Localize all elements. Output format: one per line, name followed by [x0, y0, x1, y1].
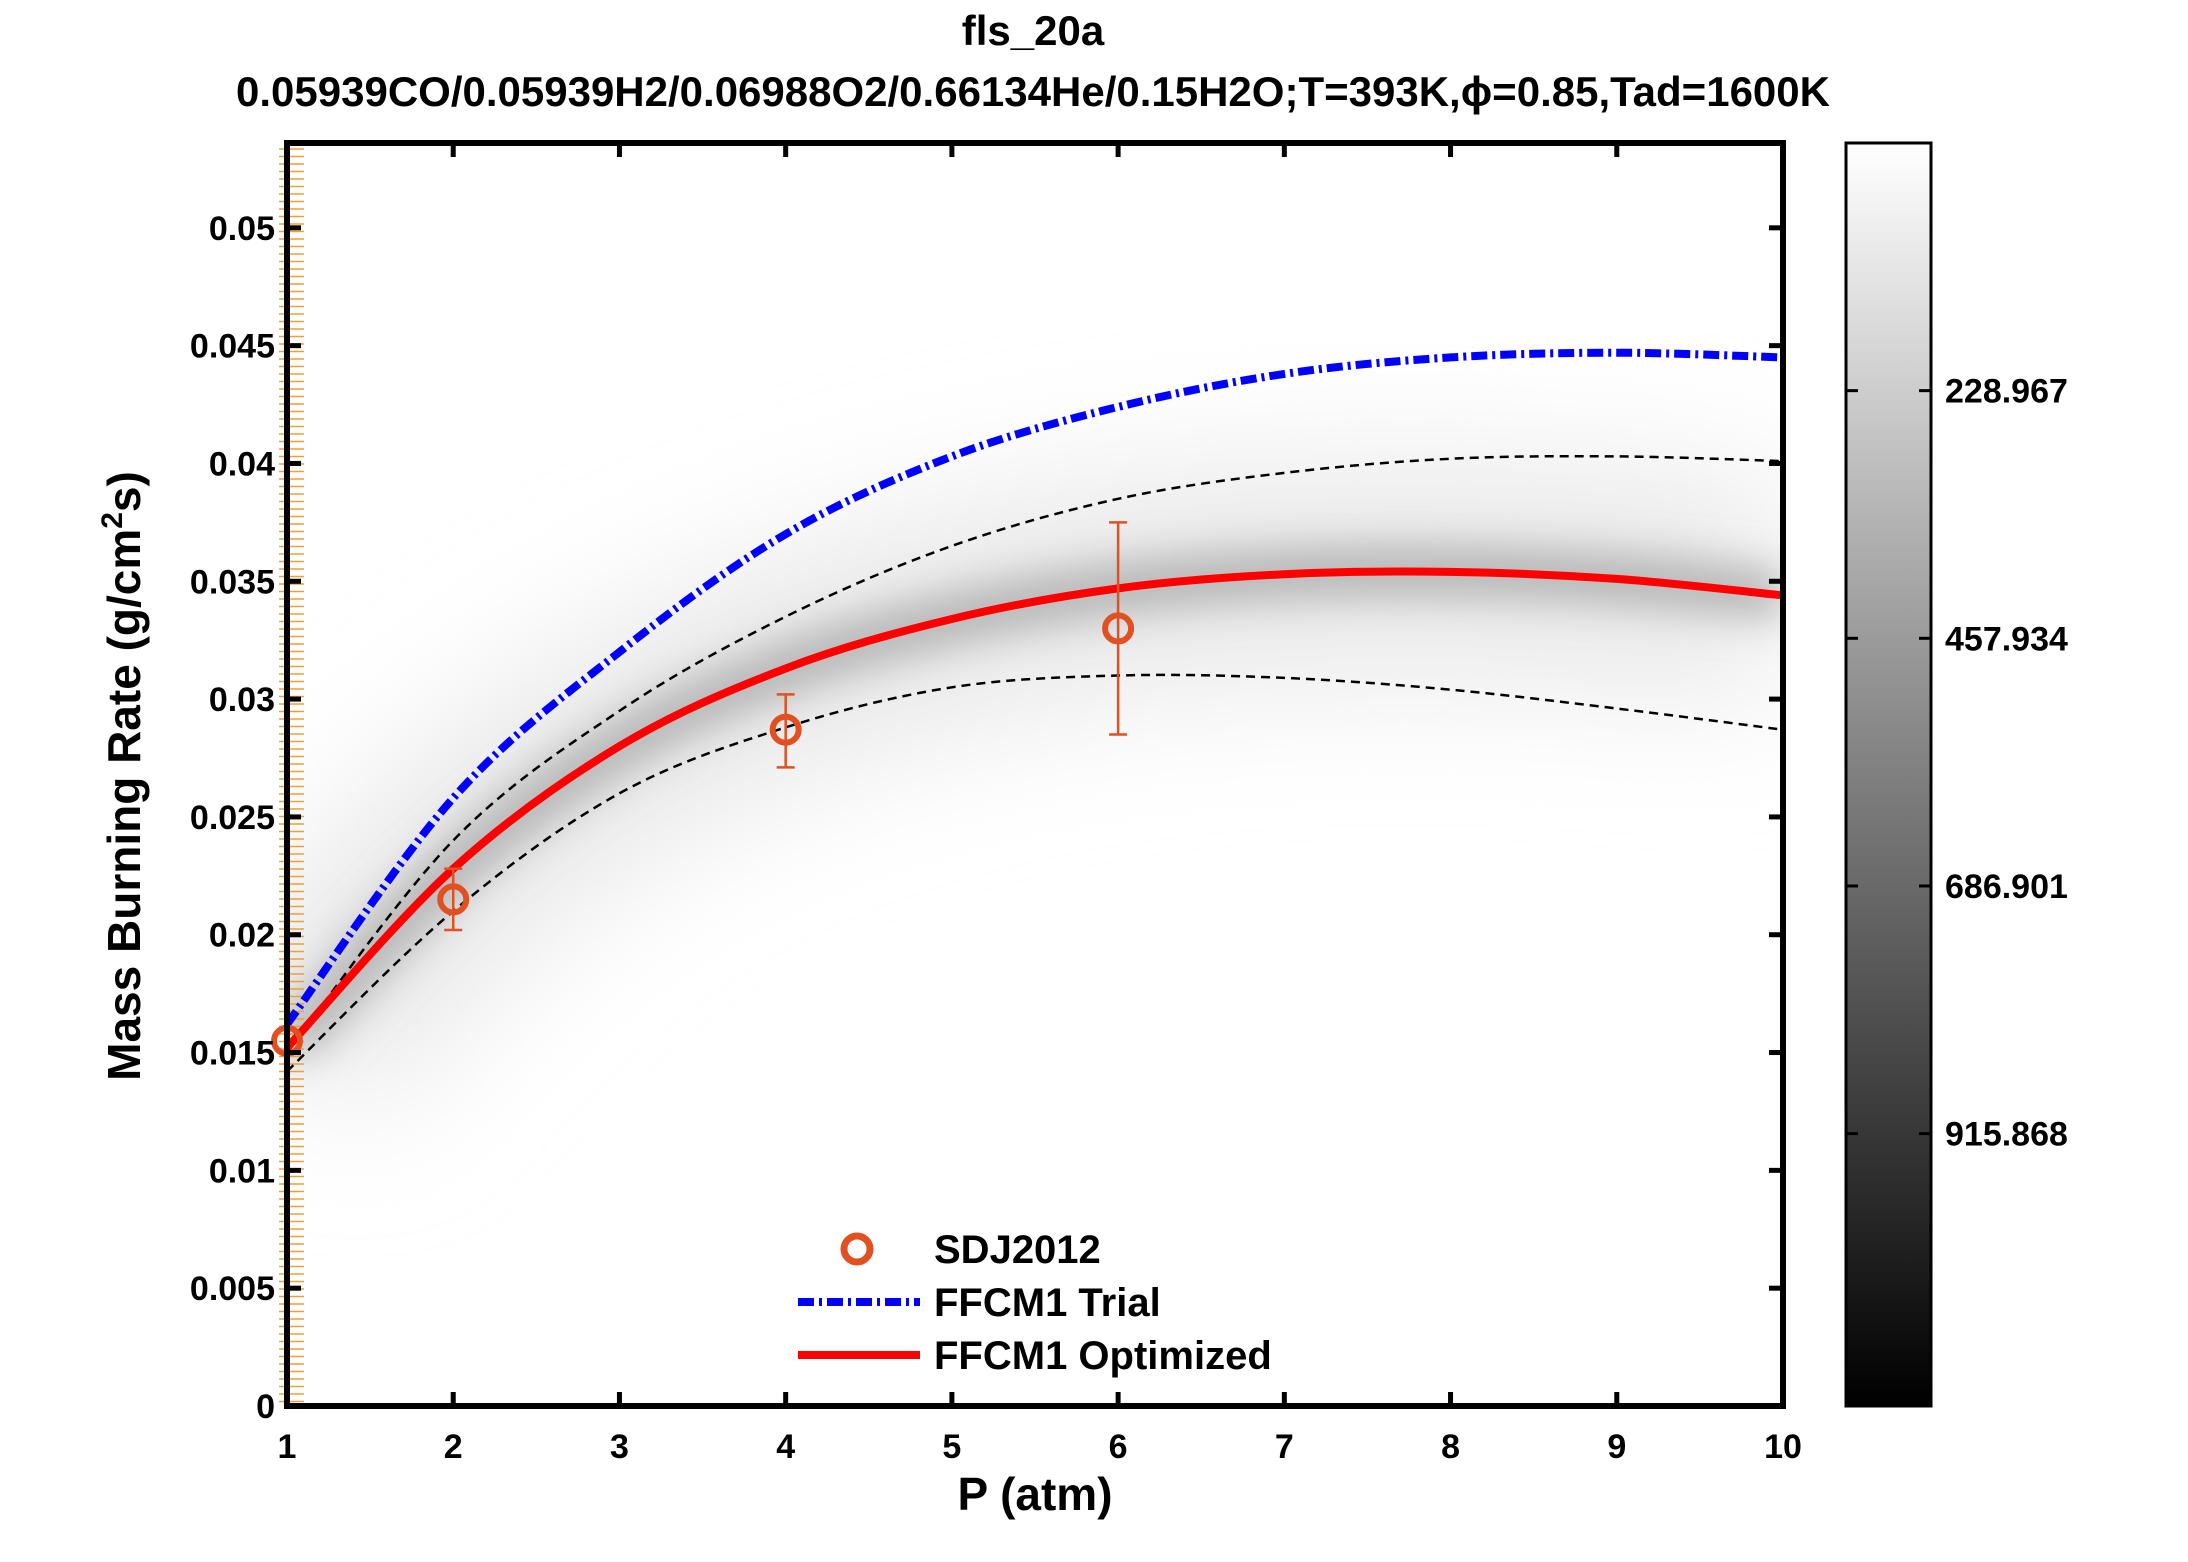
y-tick-label: 0.03 — [209, 681, 275, 719]
colorbar-tick-label: 686.901 — [1945, 868, 2068, 906]
x-tick-label: 10 — [1764, 1428, 1802, 1466]
series-line-bound-3 — [287, 673, 1783, 1073]
data-point — [1102, 612, 1135, 645]
x-tick-label: 1 — [278, 1428, 297, 1466]
series-line-bound-2 — [287, 454, 1783, 1054]
y-tick-label: 0.05 — [209, 210, 275, 248]
legend-label-trial: FFCM1 Trial — [934, 1281, 1161, 1325]
y-tick-label: 0.015 — [190, 1035, 275, 1073]
x-axis-label: P (atm) — [957, 1468, 1112, 1520]
colorbar: 228.967 457.934 686.901 915.868 — [1844, 141, 2068, 1408]
y-tick-label: 0.035 — [190, 563, 275, 601]
uncertainty-shading — [287, 471, 1783, 1116]
y-tick-label: 0.02 — [209, 917, 275, 955]
x-tick-label: 5 — [942, 1428, 961, 1466]
data-point — [437, 883, 470, 916]
colorbar-tick-label: 457.934 — [1945, 620, 2068, 658]
x-tick-label: 9 — [1607, 1428, 1626, 1466]
y-tick-label: 0 — [256, 1388, 275, 1426]
chart-title: fls_20a — [962, 7, 1105, 54]
x-tick-label: 2 — [444, 1428, 463, 1466]
series-line-ffcm1-optimized — [287, 567, 1783, 1051]
legend-marker-sdj2012 — [840, 1232, 874, 1266]
orange-minor-ticks — [279, 148, 304, 1403]
x-tick-label: 4 — [776, 1428, 795, 1466]
series-line-ffcm1-trial — [287, 348, 1783, 1027]
y-tick-label: 0.045 — [190, 328, 275, 366]
data-point — [769, 713, 802, 746]
colorbar-gradient — [1844, 141, 1933, 1408]
x-tick-label: 8 — [1441, 1428, 1460, 1466]
x-tick-label: 6 — [1109, 1428, 1128, 1466]
colorbar-tick-label: 228.967 — [1945, 373, 2068, 411]
y-tick-label: 0.04 — [209, 445, 275, 483]
y-tick-label: 0.005 — [190, 1270, 275, 1308]
legend-label-sdj2012: SDJ2012 — [934, 1228, 1101, 1272]
legend-label-optimized: FFCM1 Optimized — [934, 1334, 1272, 1378]
y-axis-label: Mass Burning Rate (g/cm2s) — [96, 471, 150, 1081]
y-tick-label: 0.01 — [209, 1152, 275, 1190]
colorbar-tick-label: 915.868 — [1945, 1116, 2068, 1154]
chart-subtitle: 0.05939CO/0.05939H2/0.06988O2/0.66134He/… — [236, 68, 1830, 115]
y-tick-label: 0.025 — [190, 799, 275, 837]
x-tick-label: 3 — [610, 1428, 629, 1466]
plot-frame — [284, 140, 1786, 1409]
legend: SDJ2012 FFCM1 Trial FFCM1 Optimized — [798, 1228, 1272, 1378]
x-tick-label: 7 — [1275, 1428, 1294, 1466]
